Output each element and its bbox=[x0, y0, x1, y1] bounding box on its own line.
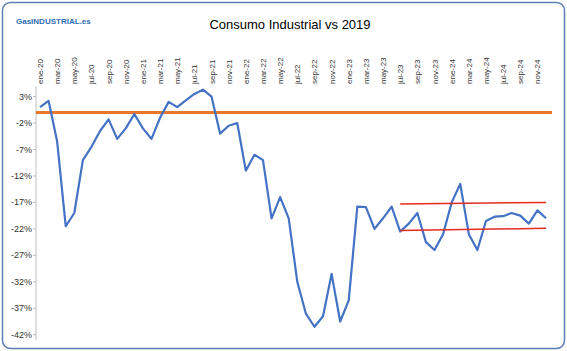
y-tick-label: -12% bbox=[11, 171, 32, 181]
y-tick-label: -27% bbox=[11, 250, 32, 260]
x-tick-label: may-20 bbox=[70, 57, 79, 84]
x-tick-label: nov-22 bbox=[328, 59, 337, 84]
x-tick-label: mar-22 bbox=[259, 58, 268, 84]
x-tick-label: ene-20 bbox=[36, 59, 45, 84]
x-tick-label: sep-22 bbox=[310, 59, 319, 84]
y-tick bbox=[33, 123, 36, 124]
x-tick-label: jul-21 bbox=[190, 64, 199, 85]
x-tick-label: jul-20 bbox=[87, 64, 96, 85]
x-tick-label: sep-24 bbox=[516, 59, 525, 84]
y-tick-label: -42% bbox=[11, 330, 32, 340]
y-tick-label: -37% bbox=[11, 303, 32, 313]
x-tick-label: mar-20 bbox=[53, 58, 62, 84]
y-tick bbox=[33, 228, 36, 229]
y-tick-label: -22% bbox=[11, 224, 32, 234]
x-tick-label: sep-21 bbox=[208, 59, 217, 84]
y-tick bbox=[33, 308, 36, 309]
y-tick-label: -7% bbox=[16, 145, 32, 155]
y-axis-line bbox=[36, 86, 37, 340]
trend-channel-line bbox=[400, 228, 546, 230]
x-tick-label: jul-23 bbox=[396, 64, 405, 85]
y-tick bbox=[33, 281, 36, 282]
chart: GasINDUSTRIAL.es Consumo Industrial vs 20… bbox=[0, 0, 567, 351]
trend-channel-line bbox=[400, 202, 546, 204]
x-tick-label: may-23 bbox=[379, 57, 388, 84]
x-tick-label: ene-23 bbox=[345, 59, 354, 84]
y-tick bbox=[33, 255, 36, 256]
y-tick-label: -32% bbox=[11, 277, 32, 287]
x-tick-label: nov-24 bbox=[533, 59, 542, 84]
y-tick-label: -17% bbox=[11, 197, 32, 207]
plot-area bbox=[36, 90, 552, 327]
x-tick-label: ene-22 bbox=[242, 59, 251, 84]
y-tick bbox=[33, 175, 36, 176]
x-tick-label: may-24 bbox=[482, 57, 491, 84]
title: Consumo Industrial vs 2019 bbox=[209, 17, 370, 32]
reference-line bbox=[36, 111, 552, 114]
chart-frame bbox=[3, 3, 565, 349]
logo: GasINDUSTRIAL.es bbox=[16, 17, 91, 26]
y-tick bbox=[33, 96, 36, 97]
x-tick-label: nov-23 bbox=[431, 59, 440, 84]
y-tick-label: -2% bbox=[16, 118, 32, 128]
x-tick-label: may-21 bbox=[173, 57, 182, 84]
x-tick-label: jul-22 bbox=[293, 64, 302, 85]
x-tick-label: mar-23 bbox=[362, 58, 371, 84]
y-tick bbox=[33, 334, 36, 335]
x-tick-label: may-22 bbox=[276, 57, 285, 84]
y-tick-label: 3% bbox=[19, 92, 32, 102]
x-tick-label: mar-21 bbox=[156, 58, 165, 84]
x-tick-label: nov-20 bbox=[122, 59, 131, 84]
x-tick-label: nov-21 bbox=[225, 59, 234, 84]
x-tick-label: mar-24 bbox=[465, 58, 474, 84]
y-tick bbox=[33, 149, 36, 150]
y-tick bbox=[33, 202, 36, 203]
x-tick-label: jul-24 bbox=[499, 64, 508, 85]
x-tick-label: sep-23 bbox=[413, 59, 422, 84]
x-tick-label: ene-24 bbox=[448, 59, 457, 84]
x-tick-label: ene-21 bbox=[139, 59, 148, 84]
x-tick-label: sep-20 bbox=[105, 59, 114, 84]
data-line bbox=[40, 90, 546, 327]
